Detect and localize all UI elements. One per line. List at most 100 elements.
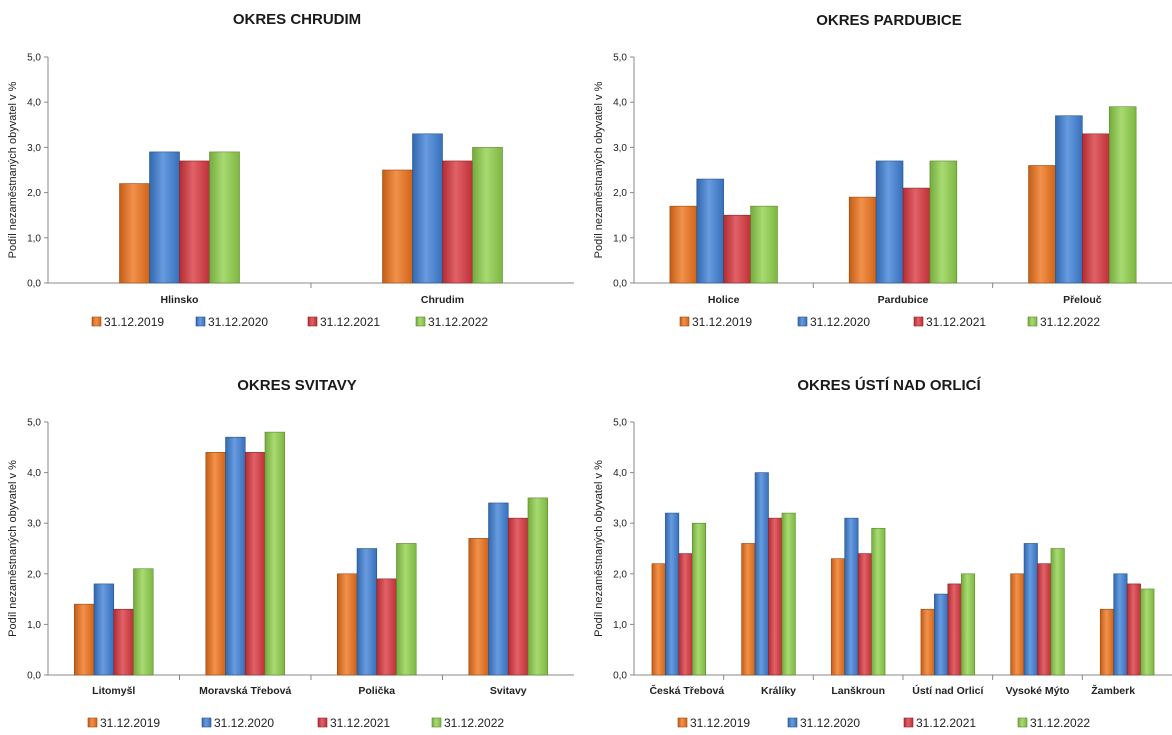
legend-label: 31.12.2022: [444, 716, 504, 730]
bar: [336, 573, 358, 676]
y-tick-label: 3,0: [613, 519, 627, 530]
legend-label: 31.12.2019: [690, 716, 750, 730]
x-tick-label: Holice: [708, 294, 740, 306]
x-tick-label: Litomyšl: [92, 685, 135, 697]
chart-title: OKRES PARDUBICE: [816, 12, 962, 29]
bar: [871, 527, 886, 676]
x-tick-label: Králíky: [761, 685, 796, 697]
legend-swatch: [679, 316, 690, 327]
chart-panel-svitavy: OKRES SVITAVY Podíl nezaměstnaných obyvat…: [0, 368, 586, 735]
y-tick-label: 5,0: [613, 53, 627, 64]
chart-title: OKRES SVITAVY: [237, 377, 356, 394]
y-tick-label: 0,0: [613, 279, 627, 290]
bar: [442, 160, 473, 284]
bar: [376, 578, 397, 676]
y-axis-label: Podíl nezaměstnaných obyvatel v %: [593, 460, 605, 637]
legend-label: 31.12.2022: [1030, 716, 1090, 730]
legend-label: 31.12.2022: [1040, 315, 1100, 329]
legend-label: 31.12.2021: [916, 716, 976, 730]
bar: [844, 517, 859, 676]
y-tick-label: 1,0: [613, 620, 627, 631]
y-tick-label: 4,0: [613, 98, 627, 109]
legend-label: 31.12.2020: [810, 315, 870, 329]
x-tick-label: Moravská Třebová: [199, 685, 291, 697]
legend-label: 31.12.2019: [100, 716, 160, 730]
y-tick-label: 3,0: [27, 519, 41, 530]
chart-chrudim: OKRES CHRUDIM Podíl nezaměstnaných obyvat…: [7, 11, 574, 329]
bar: [209, 151, 240, 284]
bar: [920, 608, 935, 676]
bar: [857, 553, 872, 676]
bar: [875, 160, 904, 284]
bar: [74, 603, 95, 676]
legend-swatch: [195, 316, 206, 327]
bar: [264, 431, 286, 676]
bar: [244, 452, 266, 676]
bar: [754, 472, 769, 676]
legend-label: 31.12.2019: [104, 315, 164, 329]
bar: [1010, 573, 1025, 676]
y-tick-label: 1,0: [27, 233, 41, 244]
bar: [1113, 573, 1128, 676]
legend-swatch: [317, 717, 328, 728]
bar: [1050, 548, 1065, 676]
bar: [651, 563, 666, 676]
bar: [113, 608, 134, 676]
bar: [468, 538, 489, 676]
bar: [179, 160, 210, 284]
legend-swatch: [903, 717, 914, 728]
legend-swatch: [91, 316, 102, 327]
legend-swatch: [415, 316, 426, 327]
bar: [412, 133, 443, 284]
x-tick-label: Česká Třebová: [649, 684, 724, 697]
bar: [133, 568, 154, 676]
bar: [1037, 563, 1052, 676]
bar: [382, 169, 413, 284]
y-tick-label: 1,0: [613, 233, 627, 244]
y-tick-label: 0,0: [27, 671, 41, 682]
bar: [669, 205, 698, 284]
chart-panel-usti-nad-orlici: OKRES ÚSTÍ NAD ORLICÍ Podíl nezaměstnanýc…: [586, 368, 1172, 735]
bar: [902, 187, 931, 284]
x-tick-label: Vysoké Mýto: [1006, 685, 1070, 697]
bar: [119, 183, 150, 284]
bar: [149, 151, 180, 284]
y-tick-label: 5,0: [613, 418, 627, 429]
y-tick-label: 5,0: [27, 53, 41, 64]
chart-pardubice: OKRES PARDUBICE Podíl nezaměstnaných obyv…: [593, 12, 1172, 329]
legend-swatch: [307, 316, 318, 327]
bar: [1140, 588, 1155, 676]
bar: [1023, 543, 1038, 676]
y-tick-label: 3,0: [27, 143, 41, 154]
y-axis-label: Podíl nezaměstnaných obyvatel v %: [7, 460, 19, 637]
legend-label: 31.12.2021: [330, 716, 390, 730]
bar: [1055, 115, 1083, 284]
bar: [848, 196, 877, 284]
bar: [527, 497, 548, 676]
legend-label: 31.12.2019: [692, 315, 752, 329]
bar: [1028, 165, 1056, 284]
bar: [947, 583, 962, 676]
legend-swatch: [1027, 316, 1038, 327]
legend-swatch: [913, 316, 924, 327]
bar: [356, 548, 378, 676]
bar: [934, 593, 949, 676]
y-tick-label: 2,0: [613, 188, 627, 199]
legend-label: 31.12.2021: [926, 315, 986, 329]
legend-swatch: [797, 316, 808, 327]
legend-label: 31.12.2020: [208, 315, 268, 329]
bar: [472, 147, 503, 284]
y-tick-label: 5,0: [27, 418, 41, 429]
bar: [781, 512, 796, 676]
bar: [830, 558, 846, 676]
y-tick-label: 0,0: [613, 671, 627, 682]
y-tick-label: 0,0: [27, 279, 41, 290]
bar: [1108, 106, 1137, 284]
bar: [929, 160, 958, 284]
y-axis-label: Podíl nezaměstnaných obyvatel v %: [593, 81, 605, 258]
y-tick-label: 2,0: [27, 569, 41, 580]
legend-label: 31.12.2020: [214, 716, 274, 730]
y-tick-label: 2,0: [27, 188, 41, 199]
legend-swatch: [1017, 717, 1028, 728]
bar: [1082, 133, 1110, 284]
